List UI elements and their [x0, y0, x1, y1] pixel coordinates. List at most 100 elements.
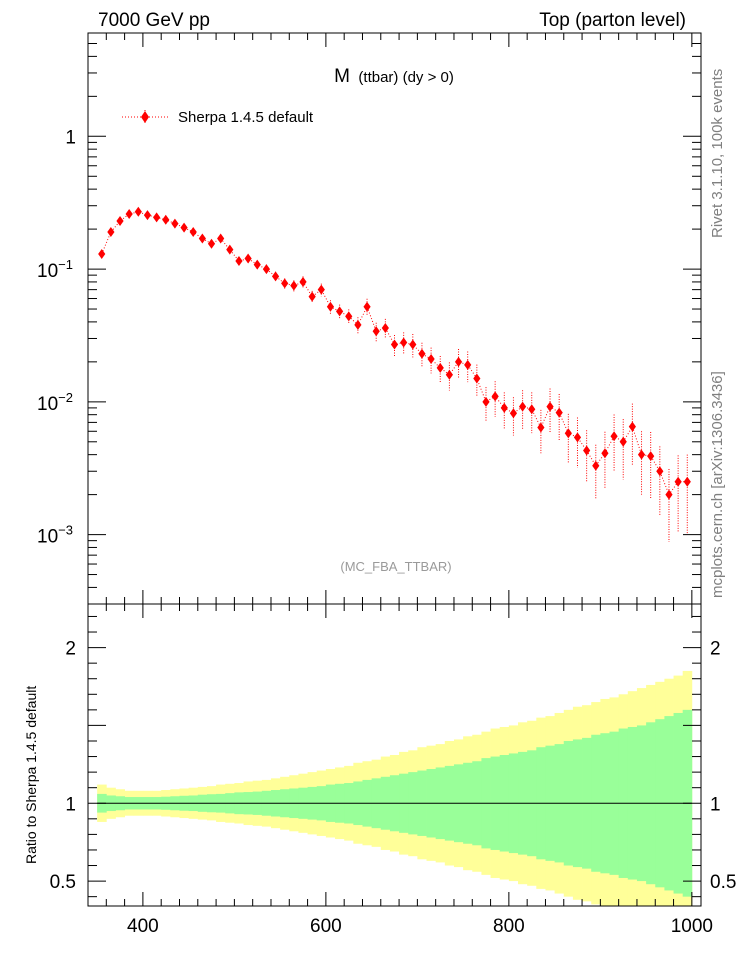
x-tick-labels: 400 600 800 1000	[127, 916, 713, 937]
ratio-panel: 0.5 0.5 1 1 2 2 400 600 800 1000 Ratio to Sherpa…	[23, 603, 737, 937]
x-tick-label: 800	[493, 916, 525, 937]
data-point	[683, 476, 691, 487]
data-point	[253, 259, 261, 270]
ratio-y-tick-label: 2	[65, 639, 76, 660]
y-tick-label-base: 10	[37, 527, 58, 548]
data-point	[418, 348, 426, 359]
main-frame	[87, 32, 702, 605]
data-point	[180, 222, 188, 233]
data-point	[509, 408, 518, 419]
main-panel: 110−110−210−3 M (ttbar) (dy > 0) Sherpa …	[37, 32, 702, 605]
data-point	[564, 428, 572, 439]
ratio-y-axis-label: Ratio to Sherpa 1.4.5 default	[23, 686, 39, 864]
data-point	[674, 476, 682, 487]
analysis-label: (MC_FBA_TTBAR)	[340, 559, 451, 574]
main-y-tick-labels: 110−110−210−3	[37, 127, 76, 547]
ratio-frame	[87, 603, 702, 907]
main-axis-ticks	[88, 32, 701, 605]
data-point	[445, 369, 453, 380]
data-point	[665, 489, 673, 500]
data-point	[271, 271, 280, 282]
data-point	[573, 432, 582, 443]
data-point	[390, 339, 399, 350]
y-tick-label-exponent: −2	[58, 390, 73, 405]
data-point	[143, 210, 152, 221]
data-point	[345, 311, 353, 322]
data-point	[299, 276, 307, 287]
data-point	[647, 451, 655, 462]
data-point	[464, 359, 472, 370]
x-tick-label: 1000	[671, 916, 713, 937]
data-point	[281, 278, 289, 289]
y-tick-label: 10−1	[37, 257, 73, 282]
data-point	[601, 448, 609, 459]
data-point	[454, 356, 463, 367]
data-point	[628, 421, 636, 432]
x-tick-label: 600	[310, 916, 342, 937]
data-point	[656, 466, 664, 477]
data-point	[244, 253, 252, 264]
data-point	[189, 227, 197, 238]
ratio-y-tick-label-right: 0.5	[710, 872, 736, 893]
data-point	[583, 445, 591, 456]
data-point	[326, 301, 335, 312]
data-point	[98, 248, 106, 259]
ratio-y-tick-label-right: 2	[710, 639, 721, 660]
data-point	[235, 256, 243, 267]
data-point	[262, 264, 271, 275]
data-point	[409, 339, 417, 350]
legend-marker-icon	[141, 111, 149, 123]
data-point	[226, 244, 234, 255]
data-point	[381, 322, 389, 333]
plot-title-sub: (ttbar) (dy > 0)	[358, 69, 453, 86]
data-point	[317, 284, 325, 295]
data-point	[537, 422, 545, 433]
data-point	[555, 407, 563, 418]
data-point	[207, 238, 216, 249]
data-point	[518, 401, 527, 412]
left-title: 7000 GeV pp	[98, 10, 210, 31]
plot-title: M (ttbar) (dy > 0)	[334, 66, 454, 87]
right-title: Top (parton level)	[539, 10, 686, 31]
y-tick-label: 10−3	[37, 523, 73, 548]
data-point	[336, 306, 344, 317]
data-point	[162, 214, 170, 225]
data-point	[427, 354, 435, 365]
data-point	[491, 391, 499, 402]
data-point	[198, 233, 206, 244]
data-point	[546, 401, 554, 412]
ratio-y-tick-labels: 0.5 0.5 1 1 2 2	[50, 639, 737, 894]
data-point	[217, 233, 225, 244]
data-point	[400, 337, 408, 348]
data-point	[116, 216, 124, 227]
data-point	[436, 362, 444, 373]
data-point	[528, 404, 536, 415]
data-point	[171, 218, 179, 229]
data-point	[610, 431, 618, 442]
y-tick-label-base: 10	[37, 261, 58, 282]
legend-label: Sherpa 1.4.5 default	[178, 109, 314, 126]
data-point	[637, 449, 646, 460]
y-tick-label-exponent: −1	[58, 257, 73, 272]
data-point	[354, 319, 362, 330]
y-tick-label-base: 10	[37, 394, 58, 415]
mcplots-label: mcplots.cern.ch [arXiv:1306.3436]	[709, 371, 726, 598]
data-point	[592, 460, 600, 471]
y-tick-label: 1	[65, 127, 76, 148]
ratio-y-tick-label: 0.5	[50, 872, 76, 893]
ratio-axis-ticks	[88, 604, 701, 906]
data-point	[372, 326, 380, 337]
data-point	[107, 227, 115, 238]
legend: Sherpa 1.4.5 default	[122, 109, 314, 126]
data-point	[153, 212, 161, 223]
plot-title-main: M	[334, 66, 350, 87]
data-point	[619, 436, 627, 447]
y-tick-label-exponent: −3	[58, 523, 73, 538]
data-points	[98, 206, 691, 500]
y-tick-label: 10−2	[37, 390, 73, 415]
data-point	[134, 206, 142, 217]
ratio-y-tick-label: 1	[65, 794, 76, 815]
data-point	[473, 373, 481, 384]
ratio-y-tick-label-right: 1	[710, 794, 721, 815]
